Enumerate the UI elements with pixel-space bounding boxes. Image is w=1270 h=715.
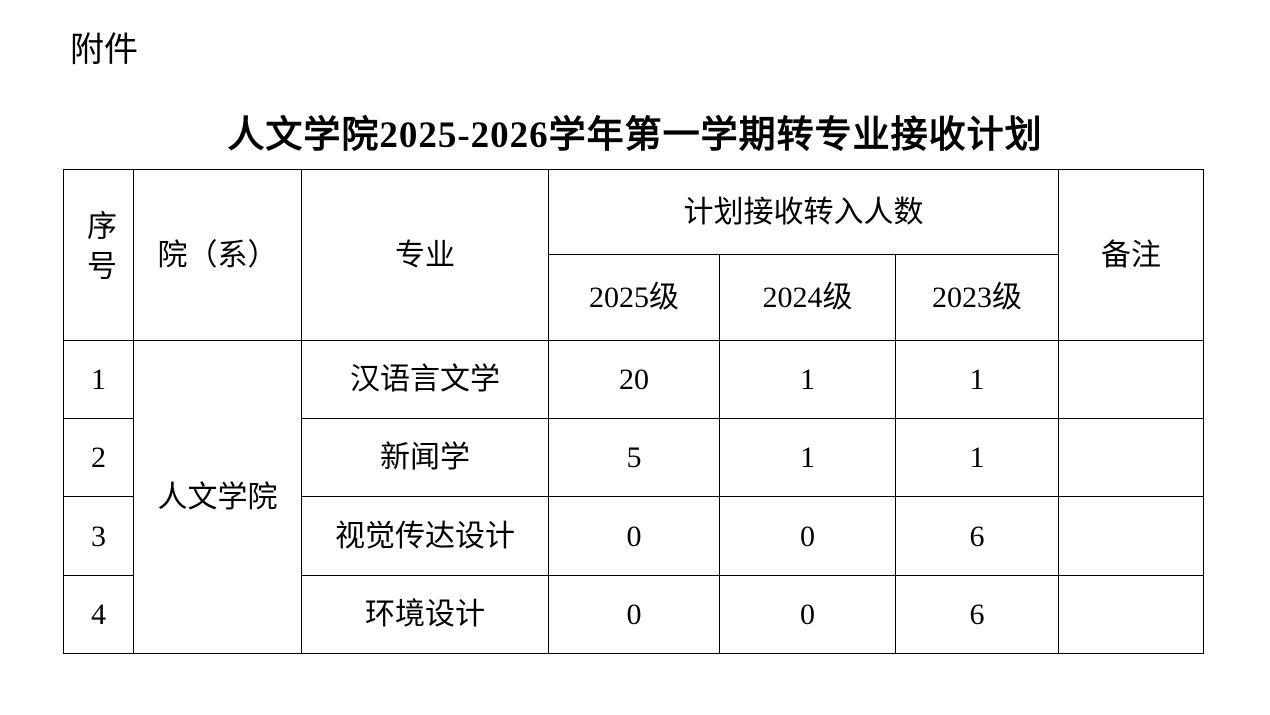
row-2023: 1 <box>895 340 1059 419</box>
header-grade-2023: 2023级 <box>895 254 1059 341</box>
row-index: 1 <box>63 340 134 419</box>
row-2024: 1 <box>719 418 896 497</box>
header-grade-2024: 2024级 <box>719 254 896 341</box>
row-remark <box>1058 418 1204 497</box>
row-major: 视觉传达设计 <box>301 496 549 576</box>
row-2024: 0 <box>719 496 896 576</box>
table-row: 1 人文学院 汉语言文学 20 1 1 <box>63 340 1204 654</box>
table-row: 4 环境设计 0 0 6 <box>63 575 1204 654</box>
header-index: 序号 <box>63 169 134 341</box>
attachment-label: 附件 <box>70 30 138 70</box>
row-2024: 0 <box>719 575 896 654</box>
header-plan: 计划接收转入人数 <box>548 169 1059 255</box>
transfer-plan-table: 序号 院（系） 专业 计划接收转入人数 备注 2025级 2024级 2023级… <box>63 169 1204 654</box>
header-remark: 备注 <box>1058 169 1204 341</box>
table-row: 2 新闻学 5 1 1 <box>63 418 1204 497</box>
row-major: 环境设计 <box>301 575 549 654</box>
row-2023: 6 <box>895 496 1059 576</box>
row-remark <box>1058 496 1204 576</box>
row-major: 汉语言文学 <box>301 340 549 419</box>
row-index: 4 <box>63 575 134 654</box>
row-major: 新闻学 <box>301 418 549 497</box>
table-row: 3 视觉传达设计 0 0 6 <box>63 496 1204 576</box>
document-title: 人文学院2025-2026学年第一学期转专业接收计划 <box>227 115 1043 156</box>
row-index: 3 <box>63 496 134 576</box>
row-2025: 20 <box>548 340 720 419</box>
header-major: 专业 <box>301 169 549 341</box>
header-grade-2025: 2025级 <box>548 254 720 341</box>
header-college: 院（系） <box>133 169 302 341</box>
row-remark <box>1058 575 1204 654</box>
row-2025: 0 <box>548 575 720 654</box>
row-2023: 6 <box>895 575 1059 654</box>
row-remark <box>1058 340 1204 419</box>
row-index: 2 <box>63 418 134 497</box>
row-2023: 1 <box>895 418 1059 497</box>
row-2024: 1 <box>719 340 896 419</box>
row-2025: 0 <box>548 496 720 576</box>
row-2025: 5 <box>548 418 720 497</box>
college-name: 人文学院 <box>133 340 302 654</box>
